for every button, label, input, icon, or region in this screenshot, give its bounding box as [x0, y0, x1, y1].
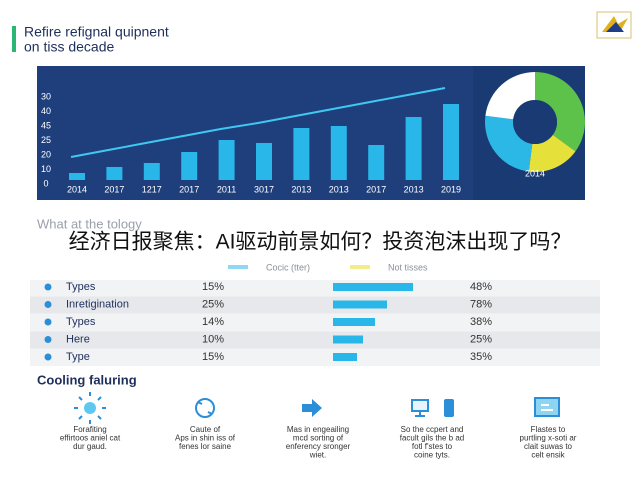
row-bar [333, 300, 387, 309]
feature-caption: fotl f'stes to [412, 442, 453, 451]
y-tick-label: 30 [41, 91, 51, 101]
x-tick-label: 3017 [254, 184, 274, 194]
row-bar [333, 335, 363, 344]
bullet [44, 283, 52, 291]
icons [74, 392, 560, 424]
legend-label: Not tisses [388, 262, 428, 272]
feature-caption: dur gaud. [73, 442, 107, 451]
bar [405, 117, 422, 180]
donut-slice [485, 72, 535, 120]
donut-slice [485, 115, 533, 172]
feature-caption: mcd sorting of [293, 434, 344, 443]
features-title: Cooling faluring [37, 372, 137, 387]
row-pct: 15% [202, 351, 224, 363]
row-name: Inretigination [66, 298, 129, 310]
row-pct: 14% [202, 316, 224, 328]
row-pct: 15% [202, 281, 224, 293]
x-tick-label: 2014 [67, 184, 87, 194]
feature-caption: enferency sronger [286, 442, 351, 451]
row-name: Here [66, 333, 90, 345]
feature-caption: Aps in shin iss of [175, 434, 236, 443]
table-bg [30, 280, 600, 366]
bar [256, 143, 272, 180]
x-tick-label: 2017 [366, 184, 386, 194]
y-tick-label: 25 [41, 135, 51, 145]
y-tick-label: 0 [43, 178, 48, 188]
x-tick-label: 2017 [104, 184, 124, 194]
row-name: Types [66, 316, 96, 328]
x-tick-label: 2013 [329, 184, 349, 194]
feature-caption: clait suwas to [524, 442, 573, 451]
donut-slice [535, 72, 585, 152]
feature-caption: celt ensik [531, 451, 565, 460]
y-tick-label: 20 [41, 149, 51, 159]
row-bar [333, 318, 375, 326]
section-title: What at the tology [37, 216, 142, 231]
row-bg [30, 331, 600, 349]
row-pct2: 38% [470, 316, 492, 328]
logo [596, 11, 632, 39]
donut-slice [528, 134, 576, 172]
feature-caption: Flastes to [531, 425, 566, 434]
x-tick-label: 2019 [441, 184, 461, 194]
y-tick-label: 40 [41, 106, 51, 116]
bar [69, 173, 85, 180]
row-name: Type [66, 351, 90, 363]
feature-caption: fenes lor saine [179, 442, 232, 451]
feature-caption: coine tyts. [414, 451, 450, 460]
feature-caption: purtling x-soti ar [520, 434, 577, 443]
row-bg [30, 296, 600, 314]
legend-swatch [350, 265, 370, 269]
bullet [44, 336, 52, 343]
bar [330, 126, 347, 180]
title: on tiss decade [24, 39, 114, 55]
x-tick-label: 2013 [404, 184, 424, 194]
row-bar [333, 283, 413, 291]
row-pct2: 48% [470, 281, 492, 293]
bar [293, 128, 310, 180]
donut-label: 2014 [525, 168, 545, 178]
bar [368, 145, 385, 180]
x-tick-label: 2011 [217, 184, 236, 194]
row-pct2: 25% [470, 333, 492, 345]
x-tick-label: 2017 [179, 184, 199, 194]
bar [181, 152, 198, 180]
accent-bar [12, 26, 16, 52]
feature-caption: Caute of [190, 425, 221, 434]
title: Refire refignal quipnent [24, 24, 169, 40]
feature-caption: effirtoos aniel cat [60, 434, 121, 443]
feature-caption: facult gils the b ad [400, 434, 464, 443]
feature-caption: Forafiting [73, 425, 106, 434]
legend-label: Cocic (tter) [266, 262, 310, 272]
x-tick-label: 2013 [291, 184, 311, 194]
row-pct: 25% [202, 298, 224, 310]
headline-overlay: 经济日报聚焦：AI驱动前景如何？投资泡沫出现了吗？ [69, 231, 572, 254]
bullet [44, 353, 52, 361]
bullet [44, 301, 52, 308]
row-name: Types [66, 281, 96, 293]
legend-swatch [228, 265, 248, 269]
bar [218, 140, 235, 180]
row-pct2: 35% [470, 351, 492, 363]
donut-hole [513, 100, 557, 144]
y-tick-label: 45 [41, 120, 51, 130]
x-tick-label: 1217 [142, 184, 162, 194]
row-pct: 10% [202, 333, 224, 345]
row-pct2: 78% [470, 298, 492, 310]
y-tick-label: 10 [41, 164, 51, 174]
trend-line [70, 87, 446, 158]
row-bar [333, 353, 357, 361]
bar [143, 163, 160, 180]
bar [443, 104, 459, 180]
bullet [44, 318, 52, 326]
feature-caption: wiet. [309, 451, 326, 460]
bar [106, 167, 123, 180]
feature-caption: Mas in engeailing [287, 425, 349, 434]
feature-caption: So the ccpert and [401, 425, 464, 434]
